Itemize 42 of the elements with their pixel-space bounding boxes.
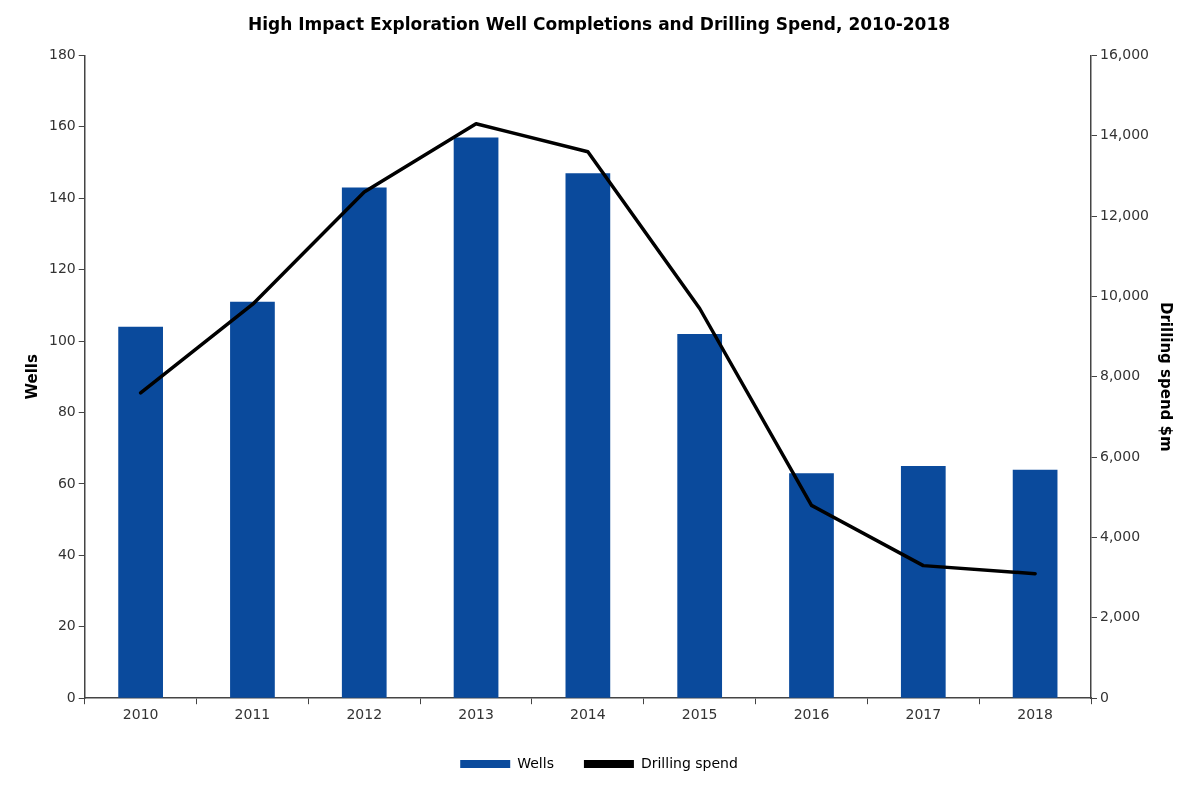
y2-axis-title: Drilling spend $m [1157,302,1176,452]
bar [677,333,723,698]
y2-tick-label: 0 [1100,688,1109,705]
x-tick-label: 2014 [570,706,606,723]
chart-title: High Impact Exploration Well Completions and Drilling Spend, 2010-2018 [247,13,951,34]
y-tick-label: 60 [57,474,76,491]
y-axis-title: Wells [22,354,41,400]
x-tick-label: 2015 [681,706,718,723]
y2-tick-label: 14,000 [1100,126,1150,143]
y2-tick-label: 6,000 [1100,447,1141,464]
x-tick-label: 2011 [234,706,271,723]
y2-tick-label: 12,000 [1100,206,1150,223]
bar [118,326,163,698]
x-tick-label: 2012 [346,706,383,723]
y-tick-label: 80 [57,403,76,420]
y-tick-label: 140 [48,188,76,205]
y2-tick-label: 8,000 [1100,367,1141,384]
y2-tick-label: 4,000 [1100,528,1141,545]
bar [230,301,275,698]
bar [565,173,611,698]
y-tick-label: 100 [48,331,76,348]
y2-tick-label: 16,000 [1100,46,1150,63]
legend-label: Wells [517,754,554,771]
bar [789,473,834,698]
x-tick-label: 2013 [458,706,494,723]
y-tick-label: 120 [48,260,76,277]
y2-tick-label: 10,000 [1100,287,1150,304]
y-tick-label: 40 [57,546,76,562]
y-tick-label: 20 [57,617,76,634]
x-tick-label: 2017 [905,706,942,723]
y-tick-label: 180 [48,46,76,63]
legend-label: Drilling spend [640,754,738,771]
x-tick-label: 2016 [793,706,830,723]
y2-tick-label: 2,000 [1100,608,1141,625]
y-tick-label: 0 [66,688,76,705]
x-tick-label: 2018 [1017,706,1053,723]
bar [900,466,946,698]
bar [1012,469,1058,698]
x-tick-label: 2010 [122,706,159,723]
y-tick-label: 160 [48,117,76,134]
bar [341,187,387,698]
bar [453,137,499,698]
